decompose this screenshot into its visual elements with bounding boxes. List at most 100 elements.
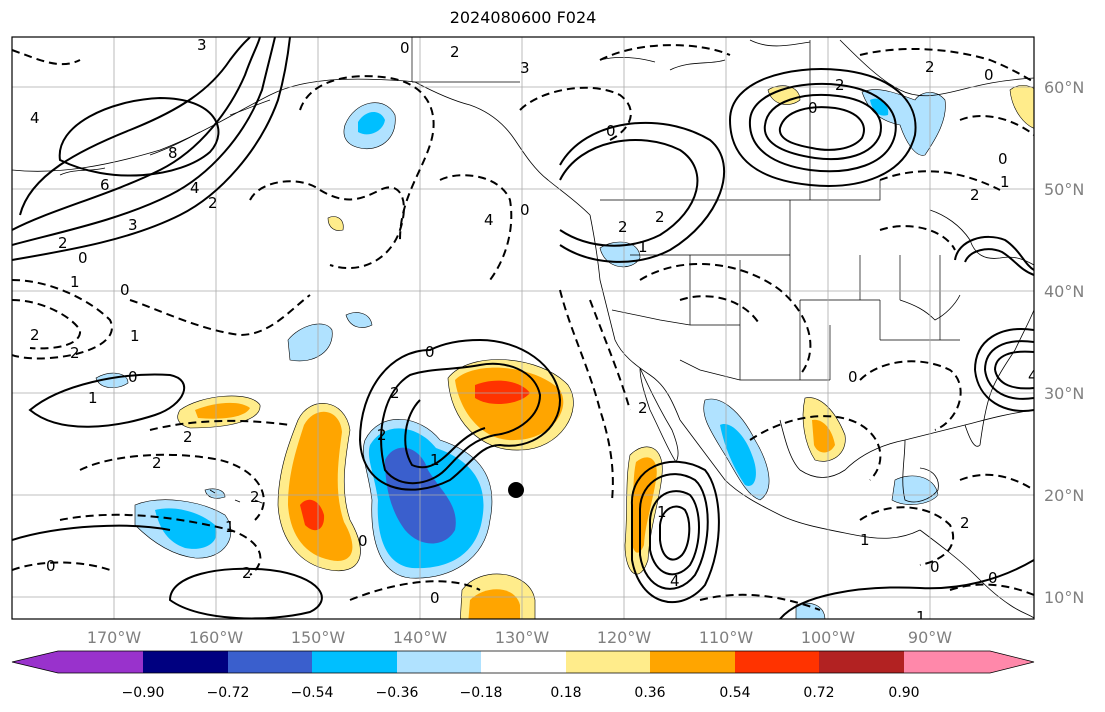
colorbar-segment: [566, 651, 650, 673]
svg-text:2: 2: [450, 43, 460, 61]
svg-text:1: 1: [638, 238, 648, 256]
svg-text:2: 2: [960, 514, 970, 532]
plot-frame: [11, 36, 1035, 620]
colorbar-tick: −0.18: [460, 685, 503, 701]
svg-text:0: 0: [430, 589, 440, 607]
svg-text:1: 1: [860, 531, 870, 549]
svg-text:0: 0: [930, 558, 940, 576]
colorbar-segment: [12, 651, 143, 673]
colorbar-segment: [819, 651, 904, 673]
svg-text:2: 2: [152, 454, 162, 472]
svg-text:0: 0: [520, 201, 530, 219]
latitude-axis: 60°N 50°N 40°N 30°N 20°N 10°N: [1044, 78, 1084, 607]
lon-label: 120°W: [597, 628, 652, 647]
lon-label: 110°W: [699, 628, 754, 647]
colorbar-tick: 0.36: [634, 685, 665, 701]
lon-label: 150°W: [291, 628, 346, 647]
lat-label: 30°N: [1044, 384, 1084, 403]
colorbar-tick: −0.90: [122, 685, 165, 701]
svg-text:4: 4: [1028, 367, 1038, 385]
lon-label: 100°W: [801, 628, 856, 647]
colorbar-segment: [228, 651, 312, 673]
svg-text:0: 0: [78, 249, 88, 267]
svg-text:2: 2: [250, 488, 260, 506]
colorbar-tick: 0.18: [550, 685, 581, 701]
lat-label: 10°N: [1044, 588, 1084, 607]
svg-text:0: 0: [46, 557, 56, 575]
lat-label: 40°N: [1044, 282, 1084, 301]
lon-label: 90°W: [908, 628, 952, 647]
colorbar-tick: −0.72: [207, 685, 250, 701]
svg-text:1: 1: [430, 451, 440, 469]
svg-text:2: 2: [390, 384, 400, 402]
colorbar-segment: [397, 651, 481, 673]
storm-center-dot: [508, 482, 524, 498]
svg-text:2: 2: [58, 234, 68, 252]
svg-text:2: 2: [377, 426, 387, 444]
colorbar-tick: −0.36: [376, 685, 419, 701]
colorbar-tick: 0.90: [888, 685, 919, 701]
lon-label: 140°W: [393, 628, 448, 647]
svg-text:2: 2: [618, 218, 628, 236]
svg-text:0: 0: [120, 281, 130, 299]
svg-text:1: 1: [1000, 173, 1010, 191]
svg-text:0: 0: [425, 343, 435, 361]
svg-text:3: 3: [520, 59, 530, 77]
colorbar-segment: [143, 651, 228, 673]
lon-label: 170°W: [87, 628, 142, 647]
svg-text:0: 0: [998, 150, 1008, 168]
svg-text:3: 3: [197, 36, 207, 54]
svg-text:1: 1: [225, 518, 235, 536]
svg-text:6: 6: [100, 176, 110, 194]
colorbar: −0.90 −0.72 −0.54 −0.36 −0.18 0.18 0.36 …: [11, 650, 1035, 701]
colorbar-segment: [312, 651, 397, 673]
svg-text:0: 0: [984, 66, 994, 84]
colorbar-segment: [904, 651, 1034, 673]
svg-text:2: 2: [655, 208, 665, 226]
svg-text:2: 2: [208, 194, 218, 212]
contour-lines: [12, 37, 1034, 619]
lon-label: 130°W: [495, 628, 550, 647]
negative-contour-lines: [12, 44, 1034, 611]
svg-text:3: 3: [128, 216, 138, 234]
svg-text:8: 8: [168, 144, 178, 162]
colorbar-ticks: −0.90 −0.72 −0.54 −0.36 −0.18 0.18 0.36 …: [122, 685, 920, 701]
colorbar-tick: 0.54: [719, 685, 750, 701]
svg-text:2: 2: [925, 58, 935, 76]
anomaly-shading: [95, 85, 1034, 619]
svg-text:4: 4: [30, 109, 40, 127]
svg-text:0: 0: [808, 99, 818, 117]
svg-text:2: 2: [30, 326, 40, 344]
political-borders: [411, 37, 960, 381]
svg-text:2: 2: [183, 428, 193, 446]
svg-text:2: 2: [835, 76, 845, 94]
svg-text:4: 4: [190, 179, 200, 197]
svg-text:0: 0: [848, 368, 858, 386]
colorbar-tick: 0.72: [803, 685, 834, 701]
longitude-axis: 170°W 160°W 150°W 140°W 130°W 120°W 110°…: [87, 628, 952, 647]
svg-text:2: 2: [638, 399, 648, 417]
svg-text:1: 1: [916, 608, 926, 626]
lon-label: 160°W: [189, 628, 244, 647]
colorbar-segment: [735, 651, 819, 673]
svg-text:1: 1: [88, 389, 98, 407]
svg-text:4: 4: [484, 211, 494, 229]
svg-text:0: 0: [988, 569, 998, 587]
colorbar-tick: −0.54: [291, 685, 334, 701]
svg-text:0: 0: [400, 39, 410, 57]
lat-label: 60°N: [1044, 78, 1084, 97]
svg-text:2: 2: [242, 564, 252, 582]
svg-text:0: 0: [128, 368, 138, 386]
svg-text:0: 0: [606, 122, 616, 140]
svg-text:1: 1: [130, 327, 140, 345]
svg-text:0: 0: [358, 532, 368, 550]
map-title: 2024080600 F024: [449, 8, 597, 27]
svg-text:1: 1: [70, 273, 80, 291]
contour-value-labels: 4 3 8 6 4 2 3 2 0 1 0 2 2 1 0 1 2 2 0 2 …: [30, 36, 1038, 626]
svg-text:2: 2: [70, 344, 80, 362]
svg-text:2: 2: [970, 186, 980, 204]
svg-text:4: 4: [670, 572, 680, 590]
colorbar-segment: [481, 651, 566, 673]
colorbar-segment: [650, 651, 735, 673]
